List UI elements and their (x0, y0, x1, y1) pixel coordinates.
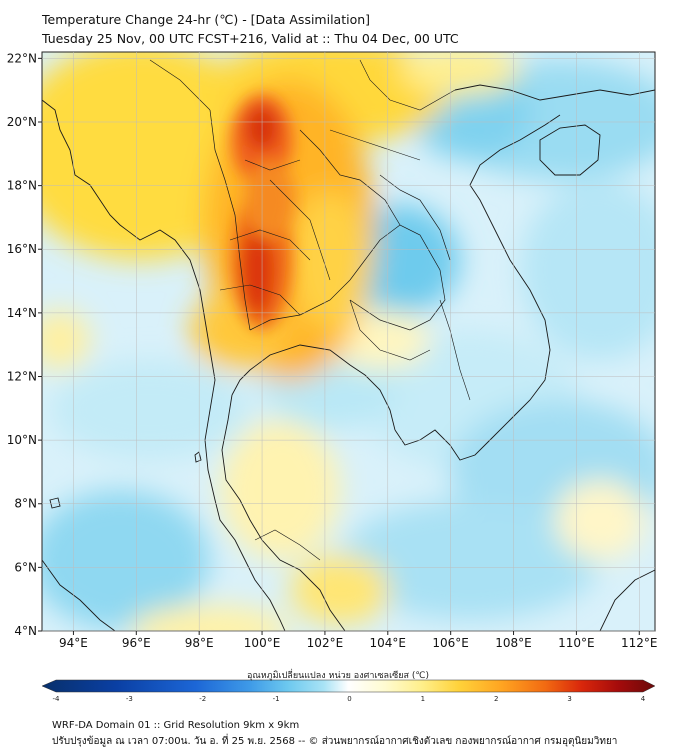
colorbar-tick-label: 4 (641, 695, 646, 703)
lat-tick-label: 12°N (7, 369, 37, 383)
colorbar: -4 -3 -2 -1 0 1 2 3 4 (41, 679, 656, 703)
colorbar-tick-label: -1 (273, 695, 280, 703)
lon-tick-label: 102°E (307, 636, 344, 650)
lon-tick-label: 98°E (185, 636, 214, 650)
temperature-field (42, 52, 655, 631)
lon-tick-label: 112°E (621, 636, 658, 650)
colorbar-tick-label: -4 (53, 695, 61, 703)
lat-tick-label: 22°N (7, 51, 37, 65)
latitude-axis: 22°N 20°N 18°N 16°N 14°N 12°N 10°N 8°N 6°N 4°N (7, 51, 655, 638)
lon-tick-label: 96°E (122, 636, 151, 650)
footer-update-info: ปรับปรุงข้อมูล ณ เวลา 07:00น. วัน อ. ที่… (52, 736, 618, 747)
lat-tick-label: 14°N (7, 306, 37, 320)
colorbar-tick-label: 2 (494, 695, 498, 703)
coastline-borders (42, 59, 655, 631)
lat-tick-label: 4°N (14, 624, 37, 638)
map-title: Temperature Change 24-hr (℃) - [Data Ass… (42, 12, 371, 27)
lat-tick-label: 18°N (7, 179, 37, 193)
lat-tick-label: 8°N (14, 497, 37, 511)
lat-tick-label: 10°N (7, 433, 37, 447)
colorbar-tick-label: 0 (347, 695, 351, 703)
map-subtitle: Tuesday 25 Nov, 00 UTC FCST+216, Valid a… (42, 31, 459, 46)
lat-tick-label: 16°N (7, 242, 37, 256)
lat-tick-label: 20°N (7, 115, 37, 129)
colorbar-tick-label: 3 (567, 695, 571, 703)
footer-model-info: WRF-DA Domain 01 :: Grid Resolution 9km … (52, 720, 300, 731)
lon-tick-label: 100°E (244, 636, 281, 650)
lon-tick-label: 94°E (59, 636, 88, 650)
lon-tick-label: 106°E (432, 636, 469, 650)
lon-tick-label: 108°E (495, 636, 532, 650)
longitude-axis: 94°E 96°E 98°E 100°E 102°E 104°E 106°E 108°E 110… (59, 52, 658, 650)
colorbar-tick-label: -3 (126, 695, 133, 703)
colorbar-ticks: -4 -3 -2 -1 0 1 2 3 4 (53, 695, 646, 703)
colorbar-tick-label: -2 (199, 695, 206, 703)
colorbar-label: อุณหภูมิเปลี่ยนแปลง หน่วย องศาเซลเซียส (… (246, 671, 430, 681)
lat-tick-label: 6°N (14, 560, 37, 574)
lon-tick-label: 104°E (370, 636, 407, 650)
lon-tick-label: 110°E (558, 636, 595, 650)
colorbar-tick-label: 1 (421, 695, 425, 703)
